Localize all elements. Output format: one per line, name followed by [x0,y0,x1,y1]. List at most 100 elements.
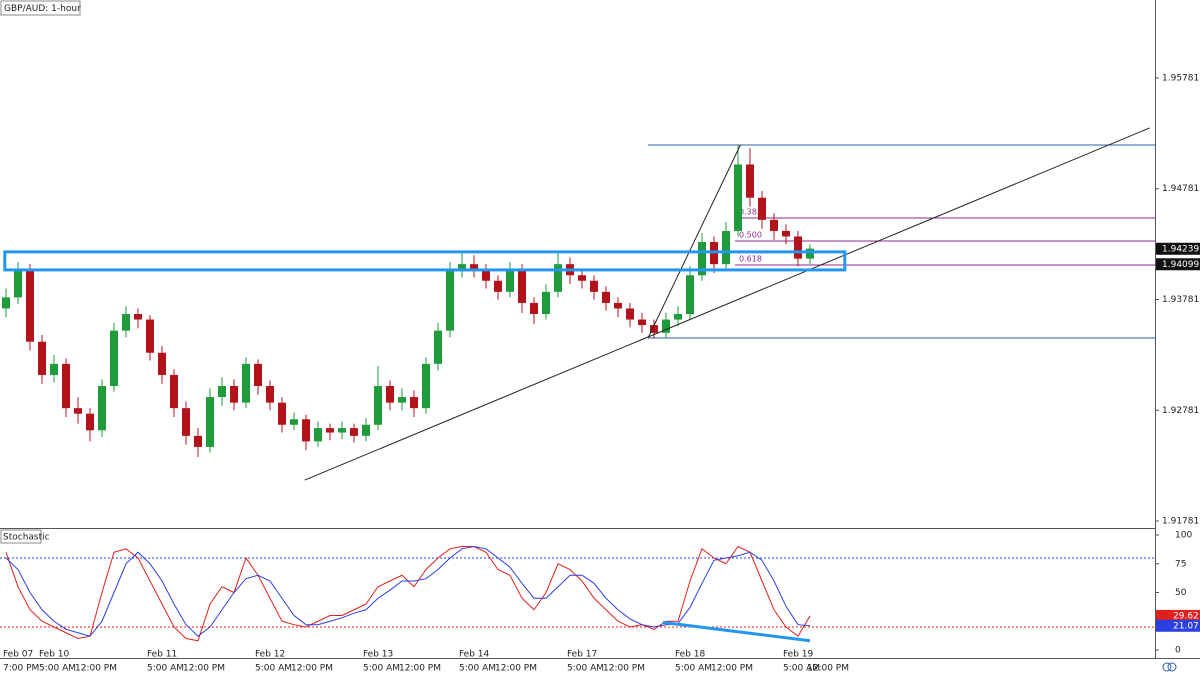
x-time-label: 12:00 PM [807,664,849,674]
candle-body [614,302,622,309]
candle-body [374,386,382,425]
value-marker [1156,619,1200,632]
x-time-label: 7:00 PM [3,664,39,674]
x-time-label: 5:00 AM [567,664,604,674]
x-time-label: 12:00 PM [75,664,117,674]
candle-body [470,264,478,270]
candle-body [2,297,10,309]
x-time-label: 5:00 AM [147,664,184,674]
candle-body [578,275,586,281]
candle-body [86,413,94,431]
fib-label: 0.382 [739,207,762,216]
candle-body [158,352,166,375]
candle-body [590,280,598,292]
x-time-label: 5:00 AM [39,664,76,674]
icon-ring [1162,662,1172,672]
icon-ring [1167,662,1177,672]
candle-body [638,319,646,326]
candle-body [98,386,106,431]
candle-body [398,397,406,403]
candle-body [50,363,58,375]
y-tick-label: 1.92781 [1162,406,1199,416]
candle-body [446,269,454,331]
candle-body [230,386,238,403]
y-tick-label: 100 [1175,531,1192,541]
candle-body [698,242,706,276]
x-date-label: Feb 13 [363,650,393,660]
y-tick-label: 75 [1175,559,1186,569]
chart-title: GBP/AUD: 1-hour [4,4,81,14]
candle-body [662,319,670,333]
fib-label: 0.500 [739,231,762,240]
x-time-label: 12:00 PM [183,664,225,674]
x-time-label: 12:00 PM [495,664,537,674]
x-time-label: 5:00 AM [675,664,712,674]
x-date-label: Feb 14 [459,650,490,660]
candle-body [674,314,682,320]
candle-body [530,302,538,315]
candle-body [122,314,130,331]
candle-body [362,424,370,436]
candle-body [110,330,118,387]
candle-body [746,164,754,198]
divergence-line [662,620,811,643]
y-tick-label: 50 [1175,588,1187,598]
candle-body [218,386,226,398]
y-tick-label: 0 [1175,645,1181,655]
x-date-label: Feb 10 [39,650,70,660]
candle-body [290,419,298,425]
candle-body [242,363,250,403]
candle-body [770,219,778,231]
candle-body [386,386,394,403]
candle-body [734,164,742,231]
candle-body [206,397,214,447]
price-marker [1156,242,1200,255]
x-date-label: Feb 18 [675,650,706,660]
x-date-label: Feb 07 [3,650,33,660]
trend-line [304,127,1150,481]
x-time-label: 12:00 PM [291,664,333,674]
price-marker-label: 1.94099 [1162,260,1199,270]
candle-body [434,330,442,364]
candle-body [254,363,262,387]
candle-body [806,248,814,259]
x-date-label: Feb 12 [255,650,285,660]
candle-body [554,264,562,292]
candle-body [542,291,550,315]
x-date-label: Feb 11 [147,650,177,660]
candle-body [782,230,790,237]
corner-icon[interactable] [1162,662,1177,672]
candle-body [302,419,310,442]
candle-body [350,428,358,436]
candle-body [494,280,502,292]
x-time-label: 12:00 PM [711,664,753,674]
candle-body [506,269,514,292]
candle-body [74,408,82,414]
candle-body [722,230,730,265]
candle-body [650,325,658,333]
price-marker-label: 1.94239 [1162,244,1199,254]
candle-body [146,319,154,353]
candle-body [314,428,322,442]
x-time-label: 5:00 AM [255,664,292,674]
price-marker [1156,258,1200,271]
value-marker-label: 21.07 [1173,621,1199,631]
value-marker [1156,609,1200,622]
y-tick-label: 1.95781 [1162,73,1199,83]
title-box [0,0,81,16]
x-time-label: 12:00 PM [603,664,645,674]
candle-body [134,314,142,320]
y-tick-label: 1.94781 [1162,184,1199,194]
x-time-label: 5:00 AM [783,664,820,674]
candle-body [14,269,22,298]
candle-body [458,264,466,270]
candle-body [62,363,70,409]
x-date-label: Feb 17 [567,650,597,660]
candle-body [194,435,202,447]
support-zone [3,250,847,272]
candle-body [482,269,490,281]
x-time-label: 5:00 AM [459,664,496,674]
candle-body [278,402,286,425]
